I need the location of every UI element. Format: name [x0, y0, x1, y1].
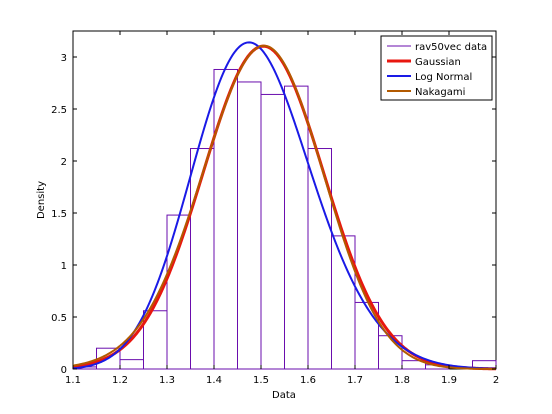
series-line-nakagami: [72, 44, 496, 370]
x-tick-label: 2: [493, 375, 499, 386]
y-tick-label: 2: [61, 157, 67, 168]
y-tick-label: 2.5: [51, 105, 67, 116]
y-tick-label: 3: [61, 53, 67, 64]
ticks-layer: 1.1 1.2 1.3 1.4 1.5 1.6 1.7 1.8 1.9 2 0 0.5 1 1.5 2 2.5…: [51, 31, 499, 386]
legend-box: [380, 35, 493, 101]
x-tick-label: 1.6: [300, 375, 316, 386]
y-tick-label: 0.5: [51, 313, 67, 324]
x-tick-label: 1.1: [65, 375, 81, 386]
x-tick-label: 1.2: [112, 375, 128, 386]
legend-label: Log Normal: [415, 72, 472, 83]
y-tick-label: 1: [61, 261, 67, 272]
series-line-log-normal: [72, 41, 497, 370]
x-tick-label: 1.8: [394, 375, 410, 386]
x-axis-label: Data: [272, 390, 296, 401]
y-axis-label: Density: [36, 181, 47, 219]
legend-label: Nakagami: [415, 87, 465, 98]
legend-label: rav50vec data: [415, 42, 487, 53]
legend-label: Gaussian: [415, 57, 461, 68]
y-tick-label: 0: [61, 365, 67, 376]
legend: rav50vec data Gaussian Log Normal Nakagami: [380, 35, 493, 101]
x-tick-label: 1.5: [253, 375, 269, 386]
x-tick-label: 1.4: [206, 375, 222, 386]
x-tick-label: 1.3: [159, 375, 175, 386]
x-tick-label: 1.9: [441, 375, 457, 386]
histogram-layer: [72, 68, 497, 370]
y-tick-label: 1.5: [51, 209, 67, 220]
x-tick-label: 1.7: [347, 375, 363, 386]
curves-layer: [72, 41, 497, 371]
